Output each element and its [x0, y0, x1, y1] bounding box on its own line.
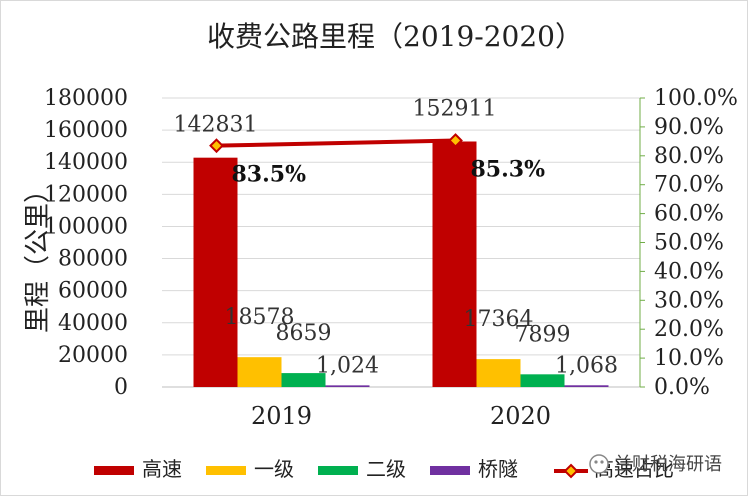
data-label: 1,068: [555, 353, 618, 378]
data-label: 17364: [464, 307, 534, 332]
y-axis-label: 里程（公里）: [23, 177, 53, 333]
data-label: 8659: [276, 321, 332, 346]
y-tick-label: 20000: [58, 343, 128, 368]
data-label: 1,024: [316, 353, 379, 378]
bar-一级: [476, 359, 521, 387]
x-tick-label: 2020: [490, 402, 551, 430]
ratio-line-path: [216, 138, 456, 148]
wechat-icon: [589, 454, 609, 474]
bar-桥隧: [325, 385, 370, 387]
bar-一级: [237, 357, 282, 387]
y-tick-label: 40000: [58, 311, 128, 336]
bar-高速: [432, 141, 477, 387]
x-tick-label: 2019: [251, 402, 312, 430]
y-tick-label: 160000: [44, 118, 128, 143]
y-tick-label: 100000: [44, 214, 128, 239]
chart-title: 收费公路里程（2019-2020）: [207, 20, 583, 53]
legend-swatch: [94, 466, 134, 475]
ratio-point: [448, 133, 463, 148]
data-label: 18578: [225, 305, 295, 330]
legend-label: 高速: [142, 457, 182, 481]
legend-item: 二级: [318, 457, 406, 481]
wechat-icon-eye: [600, 460, 604, 464]
y2-tick-label: 90.0%: [654, 115, 724, 140]
legend-item: 桥隧: [430, 457, 518, 481]
bar-高速: [193, 157, 238, 387]
y-tick-label: 60000: [58, 279, 128, 304]
watermark: 兰财税海研语: [589, 454, 722, 475]
bar-桥隧: [564, 385, 609, 387]
y-tick-label: 120000: [44, 182, 128, 207]
ratio-label: 85.3%: [471, 156, 546, 182]
ratio-label: 83.5%: [232, 162, 307, 188]
y2-tick-label: 30.0%: [654, 288, 724, 313]
legend-swatch: [206, 466, 246, 475]
legend-marker: [563, 463, 579, 479]
legend-item: 高速: [94, 457, 182, 481]
bar-二级: [520, 374, 565, 387]
y2-tick-label: 10.0%: [654, 346, 724, 371]
legend-swatch: [430, 466, 470, 475]
y2-tick-label: 20.0%: [654, 317, 724, 342]
y2-tick-label: 80.0%: [654, 144, 724, 169]
y2-tick-label: 60.0%: [654, 202, 724, 227]
y2-tick-label: 50.0%: [654, 231, 724, 256]
ratio-line: [209, 133, 463, 154]
bars: [193, 141, 609, 387]
y2-tick-label: 70.0%: [654, 173, 724, 198]
y2-tick-label: 100.0%: [654, 86, 738, 111]
axes: 0 20000 40000 60000 80000 100000 120000 140000 1…: [44, 86, 738, 430]
bar-二级: [281, 373, 326, 387]
y-tick-label: 80000: [58, 247, 128, 272]
data-label: 152911: [413, 96, 497, 121]
legend-label: 一级: [254, 457, 294, 481]
y-tick-label: 0: [114, 375, 128, 400]
y-tick-label: 140000: [44, 150, 128, 175]
y2-tick-label: 0.0%: [654, 375, 710, 400]
legend-swatch: [318, 466, 358, 475]
legend-item: 一级: [206, 457, 294, 481]
y-tick-label: 180000: [44, 86, 128, 111]
watermark-text: 兰财税海研语: [614, 454, 722, 475]
data-label: 142831: [174, 113, 258, 138]
data-label: 7899: [515, 322, 571, 347]
y2-tick-label: 40.0%: [654, 259, 724, 284]
legend-label: 二级: [366, 457, 406, 481]
wechat-icon-eye: [594, 460, 598, 464]
gridlines: [162, 97, 640, 356]
legend-label: 桥隧: [478, 457, 518, 481]
ratio-point: [209, 138, 224, 154]
legend: 高速 一级 二级 桥隧 高速占比: [94, 457, 674, 481]
